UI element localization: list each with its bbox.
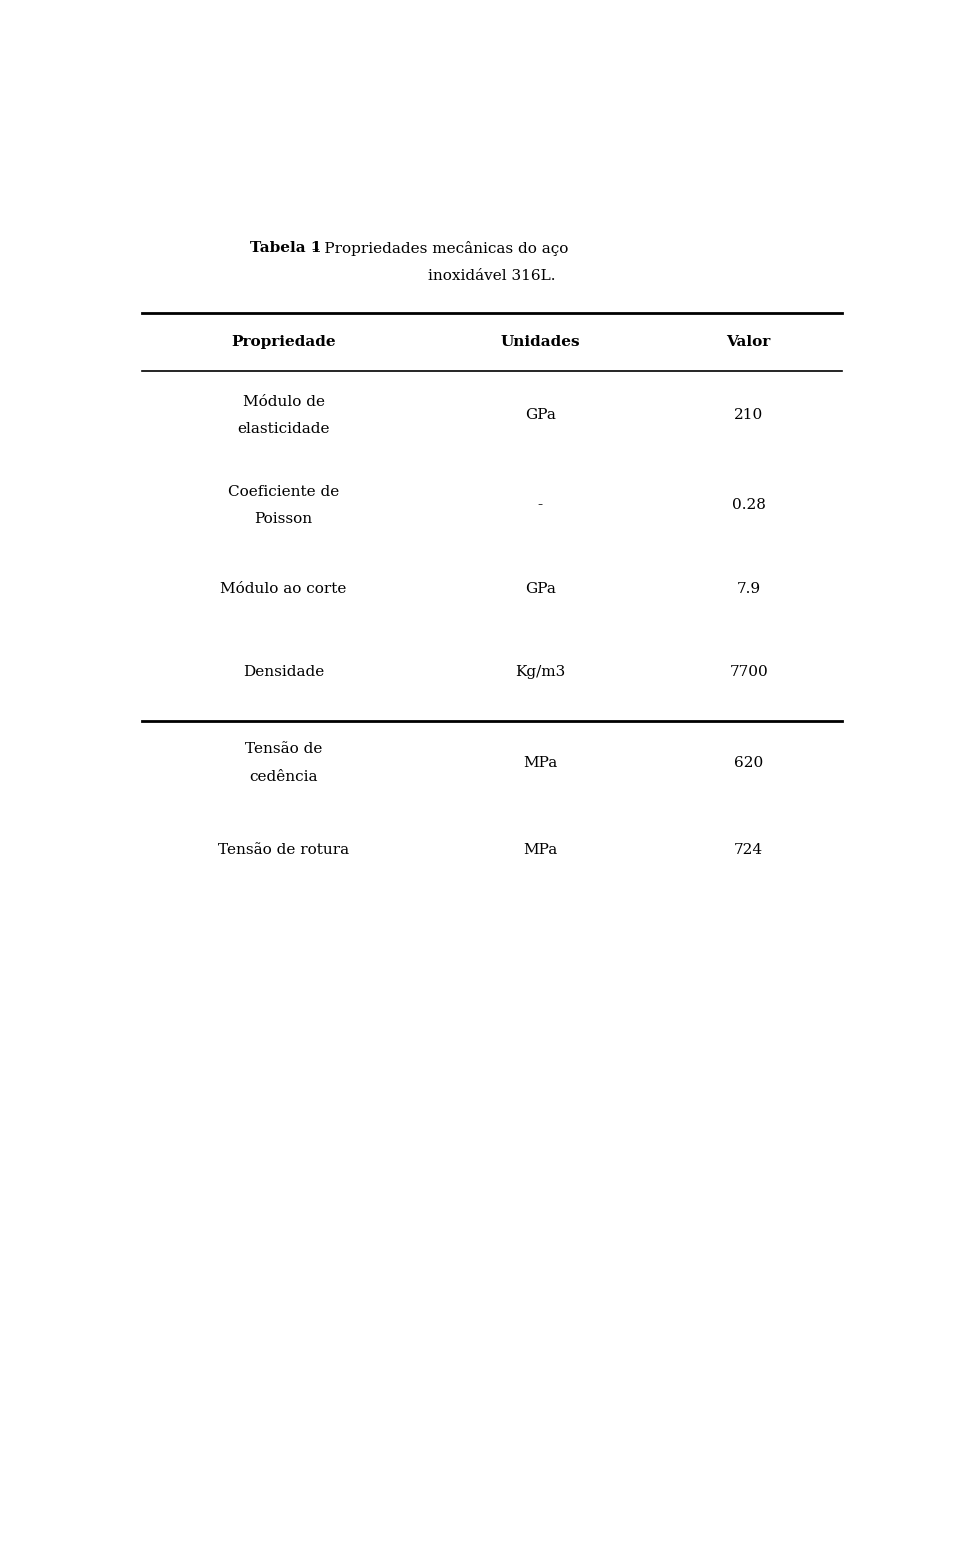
Text: 210: 210 (734, 408, 763, 422)
Text: MPa: MPa (523, 843, 558, 857)
Text: 7700: 7700 (730, 665, 768, 679)
Text: inoxidável 316L.: inoxidável 316L. (428, 268, 556, 282)
Text: elasticidade: elasticidade (237, 422, 330, 436)
Text: Tensão de rotura: Tensão de rotura (218, 843, 349, 857)
Text: Coeficiente de: Coeficiente de (228, 485, 339, 499)
Text: Módulo ao corte: Módulo ao corte (221, 583, 347, 597)
Text: Poisson: Poisson (254, 513, 313, 527)
Text: 724: 724 (734, 843, 763, 857)
Text: Kg/m3: Kg/m3 (516, 665, 565, 679)
Text: Tabela 1: Tabela 1 (251, 241, 322, 256)
Text: cedência: cedência (250, 770, 318, 784)
Text: GPa: GPa (525, 583, 556, 597)
Text: 620: 620 (734, 756, 763, 770)
Text: -: - (538, 499, 543, 513)
Text: 7.9: 7.9 (736, 583, 760, 597)
Text: GPa: GPa (525, 408, 556, 422)
Text: Propriedade: Propriedade (231, 335, 336, 349)
Text: Densidade: Densidade (243, 665, 324, 679)
Text: MPa: MPa (523, 756, 558, 770)
Text: – Propriedades mecânicas do aço: – Propriedades mecânicas do aço (307, 241, 569, 256)
Text: 0.28: 0.28 (732, 499, 766, 513)
Text: Valor: Valor (727, 335, 771, 349)
Text: Unidades: Unidades (500, 335, 580, 349)
Text: Módulo de: Módulo de (243, 394, 324, 408)
Text: Tensão de: Tensão de (245, 742, 323, 756)
